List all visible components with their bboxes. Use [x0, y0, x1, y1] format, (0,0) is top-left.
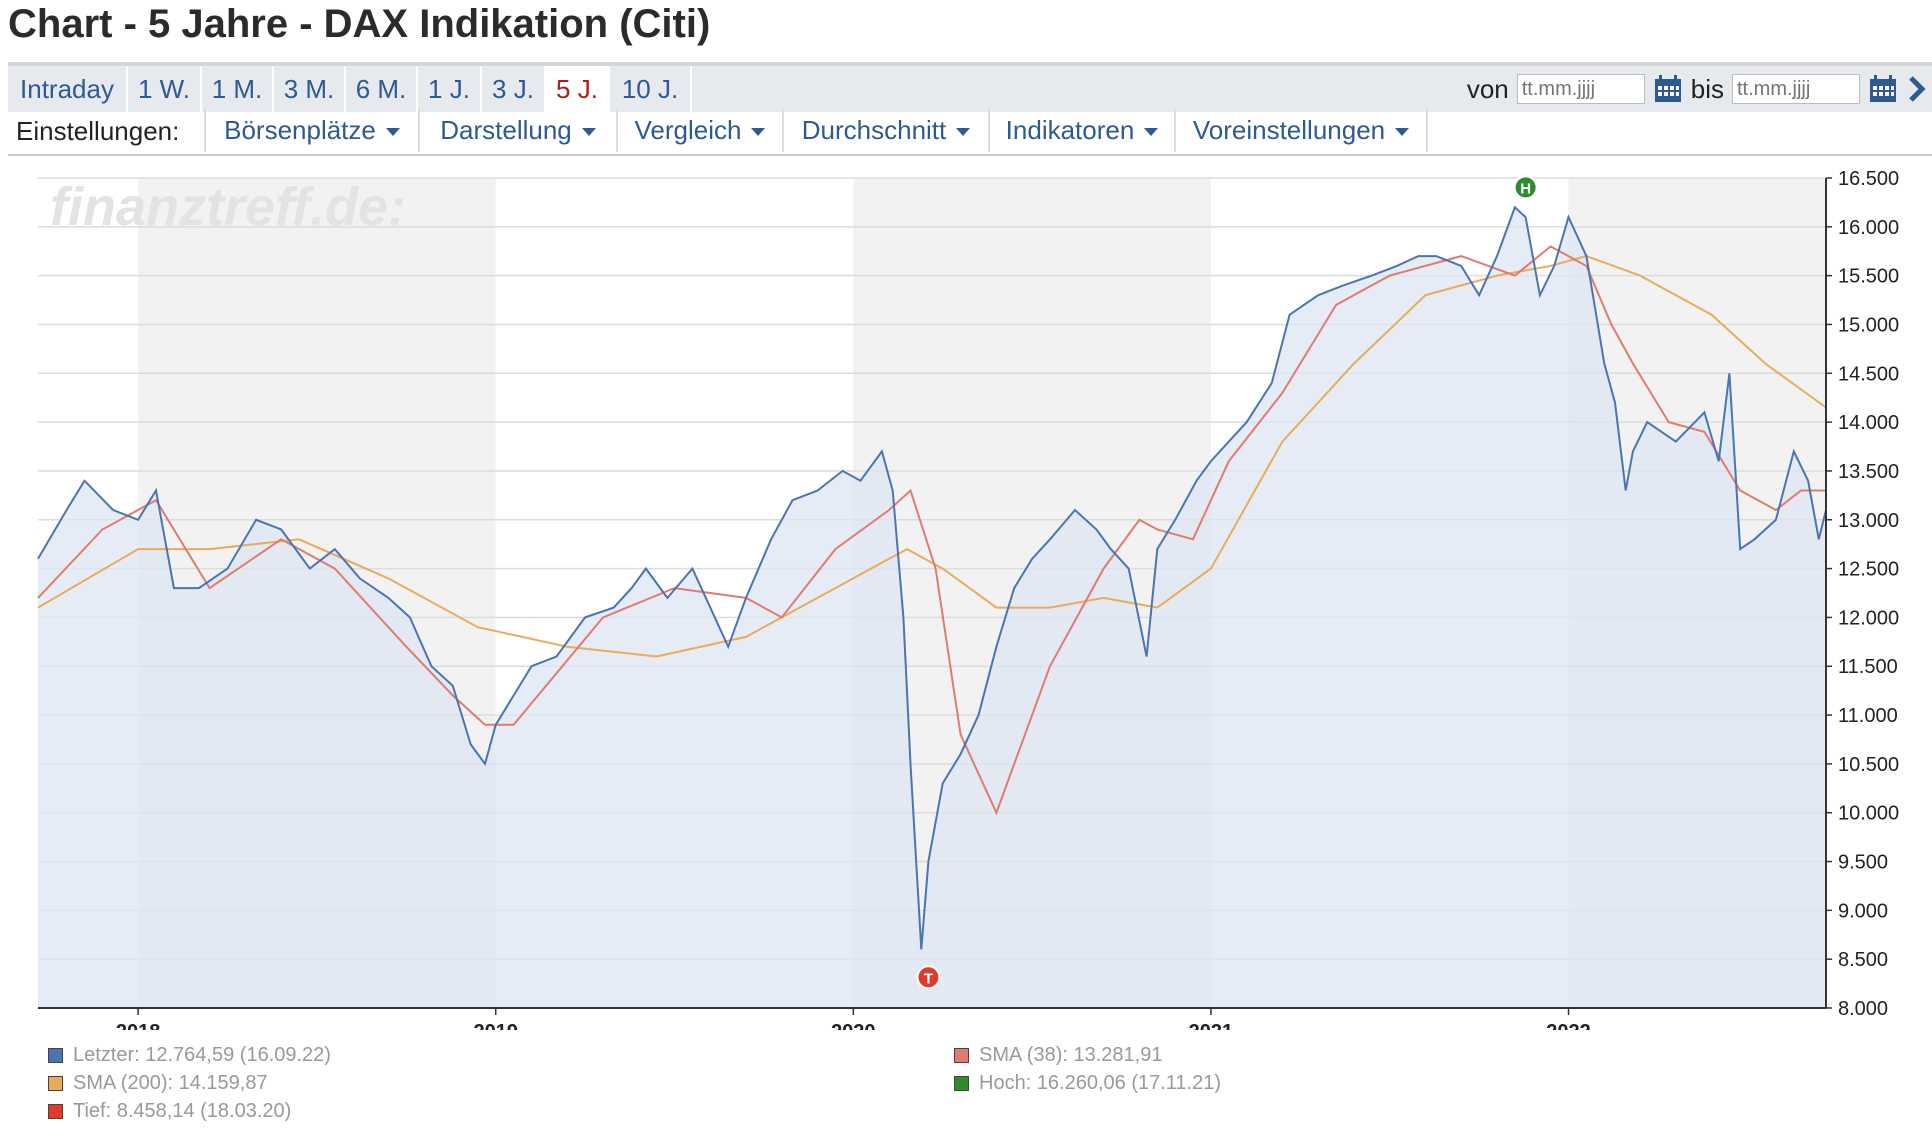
menu-voreinstellungen[interactable]: Voreinstellungen: [1174, 108, 1428, 152]
menu-vergleich[interactable]: Vergleich: [616, 108, 782, 152]
legend-swatch: [48, 1076, 63, 1091]
x-tick-label: 2020: [831, 1021, 876, 1030]
caret-down-icon: [1395, 128, 1410, 137]
x-tick-label: 2021: [1189, 1021, 1234, 1030]
high-marker: [1513, 175, 1538, 200]
tab-intraday[interactable]: Intraday: [8, 66, 128, 112]
y-tick-label: 14.500: [1838, 363, 1899, 385]
sma38-line: [37, 245, 1826, 816]
menu-label: Darstellung: [440, 115, 572, 145]
legend-swatch: [48, 1048, 63, 1063]
y-tick-label: 14.000: [1838, 412, 1899, 434]
menu-label: Durchschnitt: [801, 115, 947, 145]
legend-sma38: SMA (38): 13.281,91: [954, 1044, 1162, 1067]
from-date-input[interactable]: [1516, 74, 1645, 104]
menu-durchschnitt[interactable]: Durchschnitt: [782, 108, 988, 152]
calendar-icon[interactable]: [1868, 74, 1898, 104]
settings-label: Einstellungen:: [16, 116, 180, 146]
caret-down-icon: [385, 128, 400, 137]
tab-5y[interactable]: 5 J.: [546, 66, 610, 112]
tab-3m[interactable]: 3 M.: [274, 66, 346, 112]
y-tick-label: 9.000: [1838, 900, 1888, 922]
date-range: von bis: [1467, 66, 1928, 112]
caret-down-icon: [1144, 128, 1159, 137]
price-chart[interactable]: finanztreff.de: 8.000 8.500 9.000 9.500 10.0…: [0, 160, 1932, 1030]
settings-bar: Einstellungen: Börsenplätze Darstellung …: [8, 108, 1932, 156]
y-tick-label: 13.000: [1838, 510, 1899, 532]
legend-sma200: SMA (200): 14.159,87: [48, 1072, 268, 1095]
menu-boersenplaetze[interactable]: Börsenplätze: [204, 108, 418, 152]
calendar-icon[interactable]: [1653, 74, 1683, 104]
menu-label: Indikatoren: [1005, 115, 1135, 145]
menu-indikatoren[interactable]: Indikatoren: [988, 108, 1174, 152]
legend-swatch: [954, 1048, 969, 1063]
range-tabbar: Intraday 1 W. 1 M. 3 M. 6 M. 1 J. 3 J. 5…: [8, 62, 1932, 112]
marker-label: H: [1520, 180, 1531, 197]
legend-high: Hoch: 16.260,06 (17.11.21): [954, 1072, 1221, 1095]
y-tick-label: 12.500: [1838, 559, 1899, 581]
y-tick-label: 16.500: [1838, 168, 1899, 190]
caret-down-icon: [956, 128, 971, 137]
y-tick-label: 10.500: [1838, 754, 1899, 776]
menu-label: Vergleich: [634, 115, 742, 145]
marker-label: T: [924, 970, 933, 987]
legend-label: SMA (38): 13.281,91: [979, 1044, 1163, 1066]
price-line: [37, 205, 1827, 950]
caret-down-icon: [581, 128, 596, 137]
tab-1m[interactable]: 1 M.: [202, 66, 274, 112]
legend-low: Tief: 8.458,14 (18.03.20): [48, 1100, 291, 1123]
y-tick-label: 11.500: [1838, 656, 1898, 678]
legend-last: Letzter: 12.764,59 (16.09.22): [48, 1044, 331, 1067]
legend-label: Letzter: 12.764,59 (16.09.22): [73, 1044, 331, 1066]
x-tick-label: 2018: [116, 1021, 161, 1030]
sma200-line: [37, 255, 1827, 658]
chevron-right-icon[interactable]: [1906, 74, 1928, 104]
tab-1y[interactable]: 1 J.: [418, 66, 482, 112]
to-label: bis: [1690, 73, 1724, 104]
y-tick-label: 10.000: [1838, 803, 1899, 825]
tab-10y[interactable]: 10 J.: [610, 66, 692, 112]
y-tick-label: 16.000: [1838, 217, 1899, 239]
y-tick-label: 15.500: [1838, 266, 1899, 288]
legend-swatch: [954, 1076, 969, 1091]
y-tick-label: 13.500: [1838, 461, 1899, 483]
y-tick-label: 15.000: [1838, 314, 1899, 336]
menu-darstellung[interactable]: Darstellung: [418, 108, 616, 152]
menu-label: Voreinstellungen: [1192, 115, 1386, 145]
x-tick-label: 2022: [1546, 1021, 1591, 1030]
menu-label: Börsenplätze: [224, 115, 376, 145]
legend-label: Tief: 8.458,14 (18.03.20): [73, 1100, 292, 1122]
x-tick-label: 2019: [473, 1021, 518, 1030]
caret-down-icon: [751, 128, 766, 137]
price-area: [38, 207, 1826, 1009]
to-date-input[interactable]: [1732, 74, 1860, 104]
tab-3y[interactable]: 3 J.: [482, 66, 546, 112]
legend-label: Hoch: 16.260,06 (17.11.21): [979, 1072, 1222, 1094]
y-tick-label: 8.000: [1838, 998, 1888, 1020]
y-tick-label: 12.000: [1838, 607, 1899, 629]
low-marker: [916, 965, 941, 990]
from-label: von: [1466, 73, 1509, 104]
legend-label: SMA (200): 14.159,87: [73, 1072, 268, 1094]
tab-6m[interactable]: 6 M.: [346, 66, 418, 112]
page-title: Chart - 5 Jahre - DAX Indikation (Citi): [8, 2, 711, 46]
legend-swatch: [48, 1104, 63, 1119]
tab-1w[interactable]: 1 W.: [128, 66, 202, 112]
y-tick-label: 8.500: [1838, 949, 1888, 971]
y-tick-label: 9.500: [1838, 852, 1888, 874]
y-tick-label: 11.000: [1838, 705, 1898, 727]
watermark: finanztreff.de:: [50, 177, 406, 237]
